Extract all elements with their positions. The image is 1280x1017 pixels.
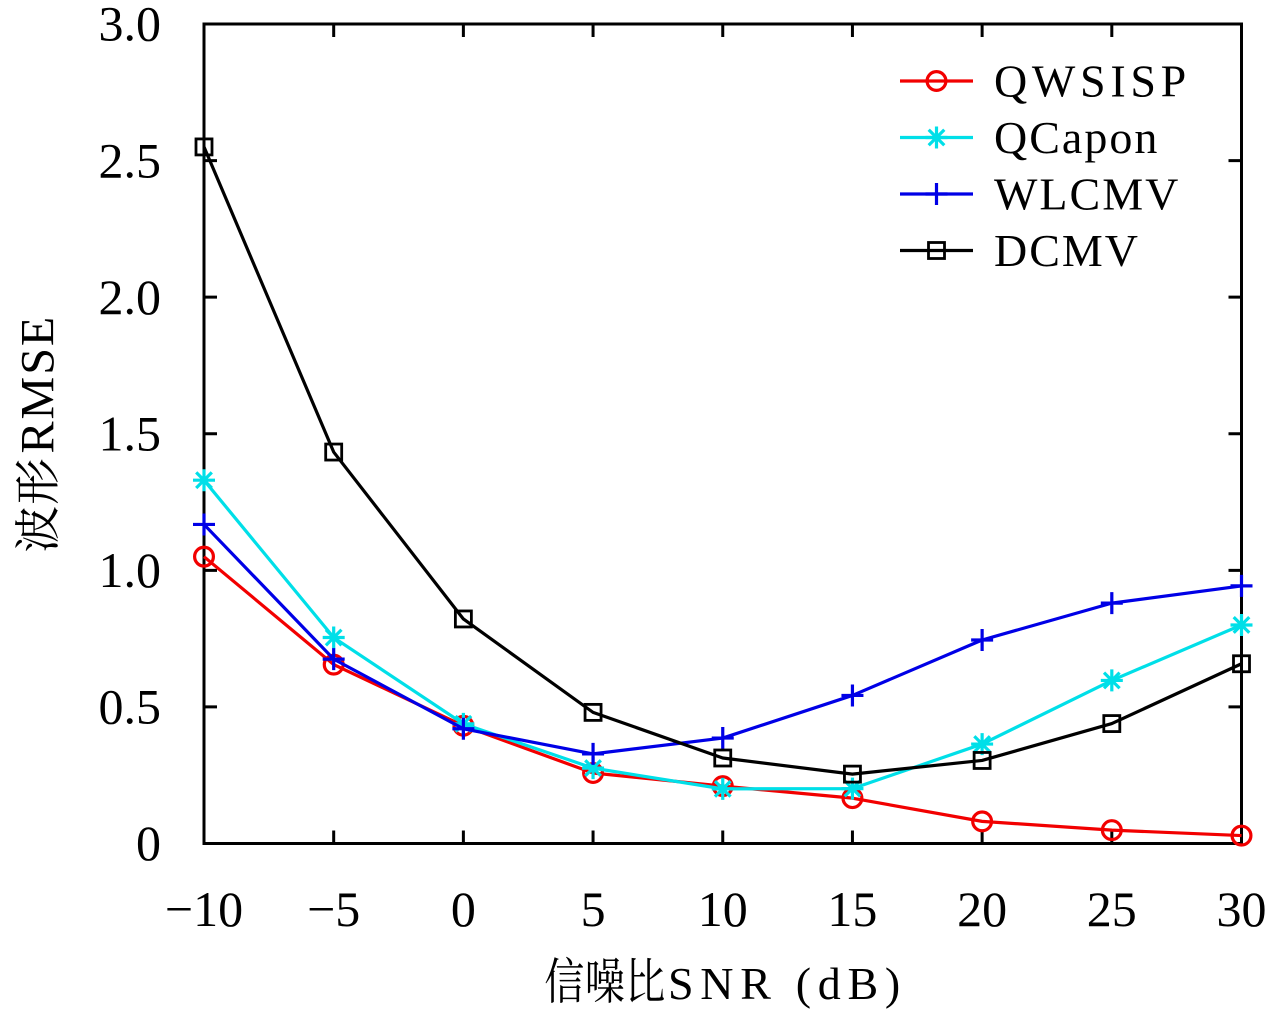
svg-text:DCMV: DCMV	[994, 225, 1140, 276]
svg-text:WLCMV: WLCMV	[994, 169, 1180, 220]
svg-text:15: 15	[827, 881, 877, 937]
svg-text:−10: −10	[165, 881, 243, 937]
svg-text:20: 20	[957, 881, 1007, 937]
svg-text:5: 5	[581, 881, 606, 937]
svg-text:1.5: 1.5	[99, 405, 162, 461]
svg-text:−5: −5	[307, 881, 360, 937]
svg-text:0: 0	[136, 815, 161, 871]
svg-text:1.0: 1.0	[99, 542, 162, 598]
svg-text:2.5: 2.5	[99, 132, 162, 188]
svg-text:0: 0	[451, 881, 476, 937]
svg-text:0.5: 0.5	[99, 679, 162, 735]
svg-text:SNR (dB): SNR (dB)	[668, 958, 907, 1009]
svg-text:2.0: 2.0	[99, 269, 162, 325]
svg-text:10: 10	[698, 881, 748, 937]
svg-text:3.0: 3.0	[99, 0, 162, 52]
svg-text:30: 30	[1217, 881, 1267, 937]
svg-text:QCapon: QCapon	[994, 112, 1159, 163]
svg-text:RMSE: RMSE	[12, 315, 65, 454]
svg-text:25: 25	[1087, 881, 1137, 937]
svg-text:QWSISP: QWSISP	[994, 56, 1191, 107]
